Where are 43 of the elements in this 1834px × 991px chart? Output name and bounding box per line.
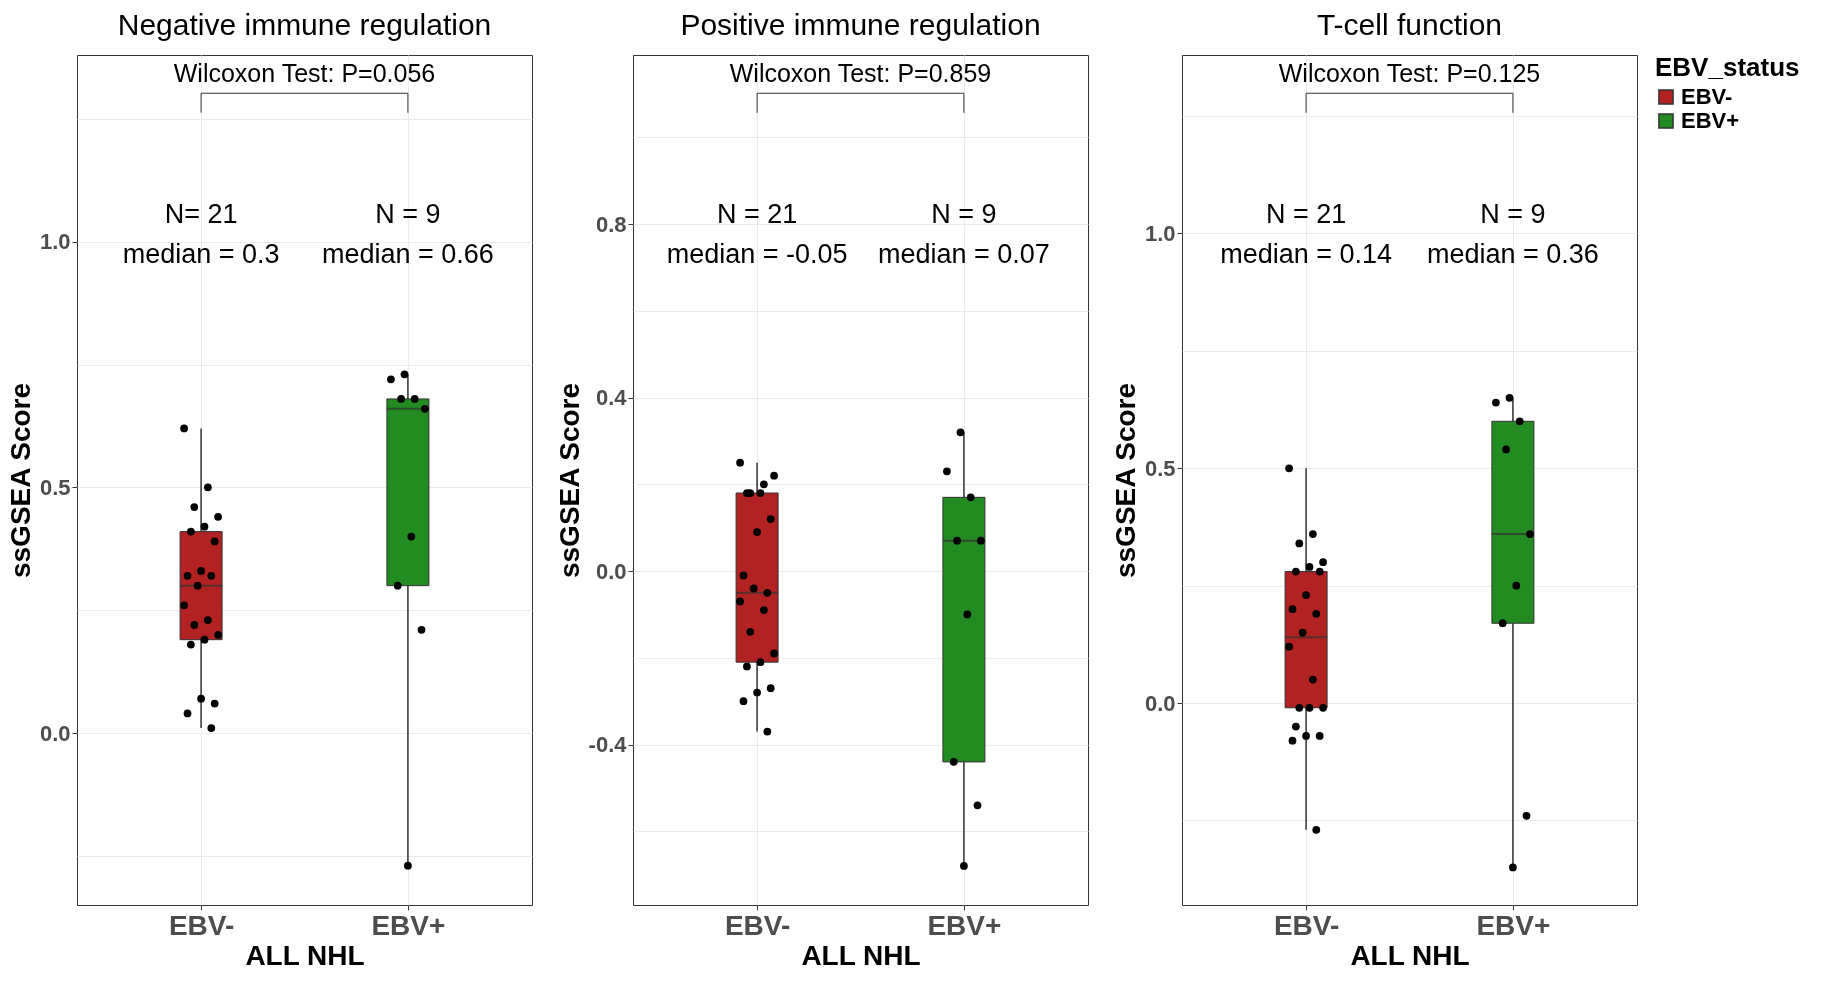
y-tick-label: 0.5	[39, 474, 71, 500]
annotation: median = 0.36	[1426, 239, 1599, 269]
y-axis-title: ssGSEA Score	[1109, 382, 1141, 579]
legend-label: EBV+	[1681, 108, 1740, 133]
annotation: N= 21	[164, 199, 238, 229]
annotation: Wilcoxon Test: P=0.859	[729, 59, 992, 87]
y-tick-label: 0.4	[595, 385, 628, 411]
y-tick-label: -0.4	[588, 732, 628, 758]
y-axis-title: ssGSEA Score	[4, 382, 36, 579]
y-tick-label: 1.0	[1144, 220, 1176, 246]
x-axis-title: ALL NHL	[245, 939, 365, 971]
annotation: median = 0.07	[877, 239, 1050, 269]
annotation: Wilcoxon Test: P=0.125	[1278, 59, 1541, 87]
y-tick-label: 0.8	[595, 211, 627, 237]
annotation: median = 0.3	[122, 239, 280, 269]
annotation: N = 9	[931, 199, 997, 229]
annotation: Wilcoxon Test: P=0.056	[173, 59, 436, 87]
x-axis-title: ALL NHL	[801, 939, 921, 971]
y-tick-label: 1.0	[39, 229, 71, 255]
chart-title: T-cell function	[1316, 8, 1503, 41]
x-axis-title: ALL NHL	[1350, 939, 1470, 971]
chart-title: Negative immune regulation	[117, 8, 492, 41]
x-tick-label: EBV-	[1273, 909, 1340, 941]
y-tick-label: 0.5	[1144, 455, 1176, 481]
x-tick-label: EBV+	[927, 909, 1002, 941]
annotation: N = 9	[1480, 199, 1546, 229]
x-tick-label: EBV+	[371, 909, 446, 941]
x-tick-label: EBV-	[724, 909, 791, 941]
y-tick-label: 0.0	[1144, 690, 1176, 716]
annotation: N = 21	[716, 199, 798, 229]
y-axis-title: ssGSEA Score	[553, 382, 585, 579]
annotation: median = -0.05	[666, 239, 848, 269]
legend-title: EBV_status	[1655, 52, 1800, 82]
x-tick-label: EBV-	[168, 909, 235, 941]
annotation: median = 0.66	[321, 239, 494, 269]
legend-label: EBV-	[1681, 84, 1733, 109]
chart-title: Positive immune regulation	[680, 8, 1041, 41]
annotation: median = 0.14	[1220, 239, 1393, 269]
annotation: N = 9	[375, 199, 441, 229]
y-tick-label: 0.0	[39, 720, 71, 746]
x-tick-label: EBV+	[1476, 909, 1551, 941]
y-tick-label: 0.0	[595, 558, 627, 584]
annotation: N = 21	[1265, 199, 1347, 229]
